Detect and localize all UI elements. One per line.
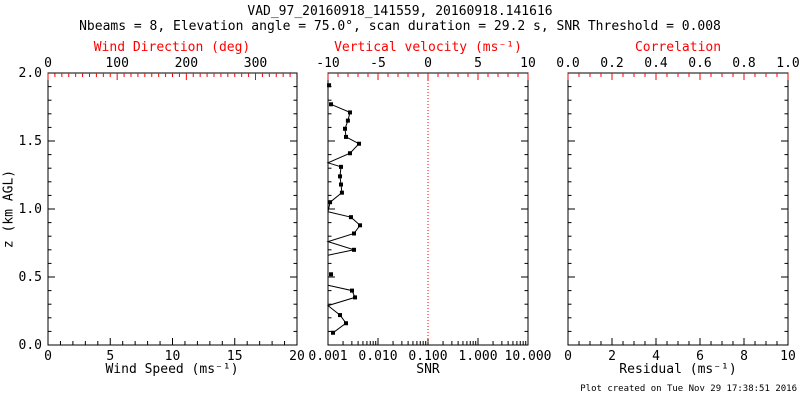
snr-profile-marker <box>339 182 344 187</box>
residual-top-tick-label: 0.6 <box>688 56 711 71</box>
snr-profile-marker <box>350 288 355 293</box>
y-tick-label: 1.0 <box>19 202 42 217</box>
snr-top-tick-label: 5 <box>474 56 482 71</box>
snr-profile-marker <box>339 164 344 169</box>
snr-x-tick-label: 0.010 <box>358 349 397 364</box>
wind-top-tick-label: 300 <box>244 56 267 71</box>
snr-profile-marker <box>351 231 356 236</box>
snr-profile-marker <box>347 151 352 156</box>
snr-profile-marker <box>327 83 332 88</box>
snr-profile-marker <box>343 126 348 131</box>
snr-top-tick-label: -5 <box>370 56 386 71</box>
snr-profile-marker <box>339 190 344 195</box>
snr-top-tick-label: -10 <box>316 56 339 71</box>
y-tick-label: 0.5 <box>19 270 42 285</box>
residual-x-tick-label: 6 <box>696 349 704 364</box>
snr-profile-marker <box>358 223 363 228</box>
wind-x-tick-label: 5 <box>106 349 114 364</box>
snr-axis-title: SNR <box>416 362 440 377</box>
wind-top-tick-label: 200 <box>175 56 198 71</box>
snr-x-tick-label: 0.100 <box>408 349 447 364</box>
wind-top-tick-label: 100 <box>105 56 128 71</box>
residual-x-tick-label: 4 <box>652 349 660 364</box>
plot-title: VAD_97_20160918_141559, 20160918.141616 <box>247 4 553 19</box>
residual-top-tick-label: 0.8 <box>732 56 755 71</box>
y-tick-label: 1.5 <box>19 134 42 149</box>
height-axis-title: z (km AGL) <box>1 169 17 249</box>
snr-profile-marker <box>343 134 348 139</box>
wind-panel-frame <box>47 72 298 346</box>
snr-profile-marker <box>345 118 350 123</box>
snr-x-tick-label: 10.000 <box>505 349 552 364</box>
snr-top-tick-label: 10 <box>520 56 536 71</box>
residual-x-tick-label: 0 <box>564 349 572 364</box>
wind-x-tick-label: 15 <box>227 349 243 364</box>
residual-top-tick-label: 0.4 <box>644 56 668 71</box>
residual-x-tick-label: 10 <box>780 349 796 364</box>
wind-speed-axis-title: Wind Speed (ms⁻¹) <box>105 362 239 377</box>
y-tick-label: 0.0 <box>19 338 42 353</box>
snr-profile-marker <box>347 110 352 115</box>
residual-x-tick-label: 8 <box>740 349 748 364</box>
residual-x-tick-label: 2 <box>608 349 616 364</box>
snr-profile-marker <box>343 321 348 326</box>
snr-profile-marker <box>353 295 358 300</box>
snr-x-tick-label: 0.001 <box>308 349 347 364</box>
snr-profile-marker <box>329 272 334 277</box>
snr-top-tick-label: 0 <box>424 56 432 71</box>
wind-x-tick-label: 20 <box>289 349 305 364</box>
residual-top-tick-label: 0.2 <box>600 56 623 71</box>
snr-x-tick-label: 1.000 <box>458 349 497 364</box>
snr-profile-marker <box>357 141 362 146</box>
snr-profile-marker <box>328 200 333 205</box>
snr-profile-marker <box>351 247 356 252</box>
correlation-axis-title: Correlation <box>634 40 722 55</box>
wind-direction-axis-title: Wind Direction (deg) <box>93 40 251 55</box>
snr-profile-marker <box>331 330 336 335</box>
residual-top-tick-label: 1.0 <box>776 56 799 71</box>
residual-axis-title: Residual (ms⁻¹) <box>619 362 737 377</box>
y-tick-label: 2.0 <box>19 66 42 81</box>
vertical-velocity-axis-title: Vertical velocity (ms⁻¹) <box>334 40 522 55</box>
snr-profile-marker <box>329 102 334 107</box>
snr-profile-marker <box>338 313 343 318</box>
snr-profile-marker <box>338 174 343 179</box>
wind-x-tick-label: 0 <box>44 349 52 364</box>
plot-created-note: Plot created on Tue Nov 29 17:38:51 2016 <box>580 384 797 394</box>
residual-panel-frame <box>567 72 789 346</box>
snr-profile-marker <box>348 215 353 220</box>
wind-top-tick-label: 0 <box>44 56 52 71</box>
wind-x-tick-label: 10 <box>165 349 181 364</box>
plot-subtitle: Nbeams = 8, Elevation angle = 75.0°, sca… <box>79 19 721 34</box>
residual-top-tick-label: 0.0 <box>556 56 579 71</box>
